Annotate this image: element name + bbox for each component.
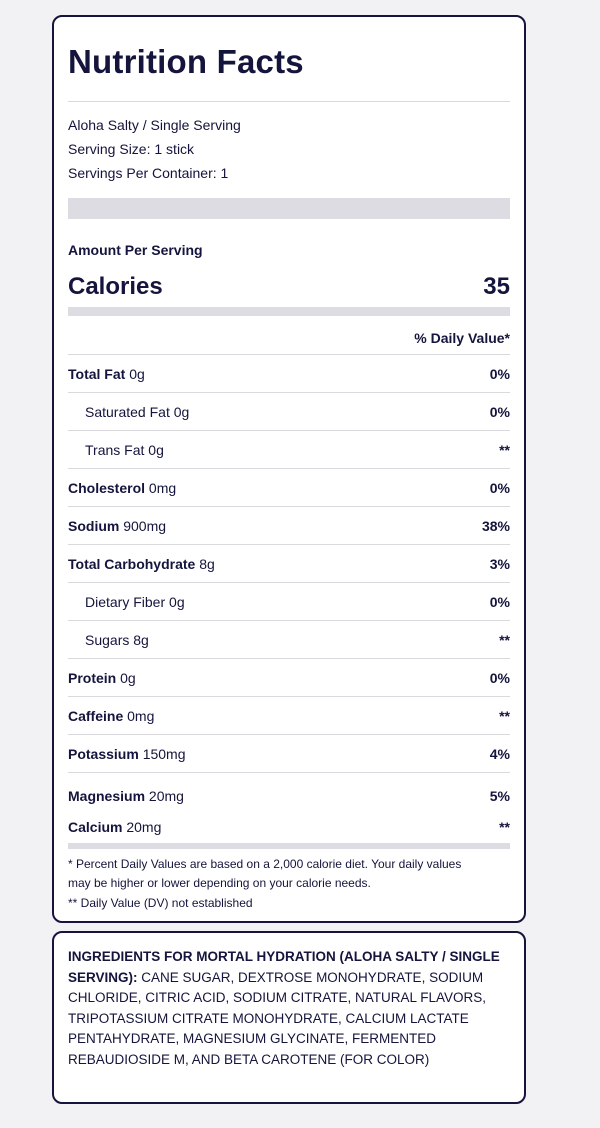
nutrient-dv: 0% (489, 669, 510, 686)
ingredients-text: INGREDIENTS FOR MORTAL HYDRATION (ALOHA … (68, 947, 516, 1070)
nutrient-dv: 0% (489, 593, 510, 610)
nutrient-dv: ** (499, 819, 510, 835)
nutrient-row-protein: Protein 0g 0% (68, 659, 510, 697)
nutrient-row-calcium: Calcium 20mg ** (68, 812, 510, 842)
footnote-daily-values: * Percent Daily Values are based on a 2,… (68, 855, 510, 893)
nutrition-facts-panel: Nutrition Facts Aloha Salty / Single Ser… (52, 15, 526, 923)
footnote-not-established: ** Daily Value (DV) not established (68, 896, 253, 910)
nutrient-dv: 38% (481, 517, 510, 534)
nutrition-facts-title: Nutrition Facts (68, 43, 304, 80)
calories-label: Calories (68, 273, 163, 300)
nutrient-row-total-fat: Total Fat 0g 0% (68, 355, 510, 393)
footnote-line: may be higher or lower depending on your… (68, 876, 371, 890)
nutrient-label: Calcium 20mg (68, 819, 162, 835)
nutrient-label: Sodium 900mg (68, 517, 167, 534)
nutrient-label: Trans Fat 0g (85, 441, 164, 458)
nutrient-label: Cholesterol 0mg (68, 479, 177, 496)
nutrient-row-total-carbohydrate: Total Carbohydrate 8g 3% (68, 545, 510, 583)
nutrient-label: Sugars 8g (85, 631, 149, 648)
nutrient-row-dietary-fiber: Dietary Fiber 0g 0% (68, 583, 510, 621)
nutrient-row-sugars: Sugars 8g ** (68, 621, 510, 659)
nutrient-label: Potassium 150mg (68, 745, 186, 762)
nutrient-label: Protein 0g (68, 669, 136, 686)
ingredients-heading: INGREDIENTS FOR MORTAL HYDRATION (ALOHA … (68, 949, 500, 985)
calories-value: 35 (483, 273, 510, 300)
nutrient-dv: 0% (489, 479, 510, 496)
nutrient-row-potassium: Potassium 150mg 4% (68, 735, 510, 773)
nutrient-dv: 4% (489, 745, 510, 762)
nutrient-dv: ** (499, 441, 510, 458)
nutrient-label: Total Carbohydrate 8g (68, 555, 215, 572)
ingredients-panel: INGREDIENTS FOR MORTAL HYDRATION (ALOHA … (52, 931, 526, 1104)
nutrient-dv: ** (499, 707, 510, 724)
nutrient-dv: 3% (489, 555, 510, 572)
serving-divider-bar (68, 198, 510, 219)
nutrient-label: Caffeine 0mg (68, 707, 155, 724)
serving-size: Serving Size: 1 stick (68, 141, 195, 157)
nutrient-label: Total Fat 0g (68, 365, 145, 382)
amount-per-serving: Amount Per Serving (68, 242, 203, 258)
dv-header-divider (68, 354, 510, 355)
nutrient-row-sodium: Sodium 900mg 38% (68, 507, 510, 545)
nutrient-dv: 0% (489, 403, 510, 420)
nutrient-row-magnesium: Magnesium 20mg 5% (68, 779, 510, 813)
daily-value-header: % Daily Value* (414, 330, 510, 346)
nutrient-row-caffeine: Caffeine 0mg ** (68, 697, 510, 735)
nutrient-label: Magnesium 20mg (68, 788, 184, 804)
footnote-divider-bar (68, 843, 510, 849)
nutrient-row-saturated-fat: Saturated Fat 0g 0% (68, 393, 510, 431)
nutrient-row-cholesterol: Cholesterol 0mg 0% (68, 469, 510, 507)
footnote-line: * Percent Daily Values are based on a 2,… (68, 857, 462, 871)
product-line: Aloha Salty / Single Serving (68, 117, 241, 133)
nutrient-label: Saturated Fat 0g (85, 403, 190, 420)
nutrient-dv: 5% (489, 788, 510, 804)
ingredients-list: CANE SUGAR, DEXTROSE MONOHYDRATE, SODIUM… (68, 969, 487, 1067)
servings-per-container: Servings Per Container: 1 (68, 165, 229, 181)
title-divider (68, 101, 510, 102)
nutrient-dv: ** (499, 631, 510, 648)
nutrient-dv: 0% (489, 365, 510, 382)
nutrient-row-trans-fat: Trans Fat 0g ** (68, 431, 510, 469)
calories-divider-bar (68, 307, 510, 316)
nutrient-label: Dietary Fiber 0g (85, 593, 185, 610)
